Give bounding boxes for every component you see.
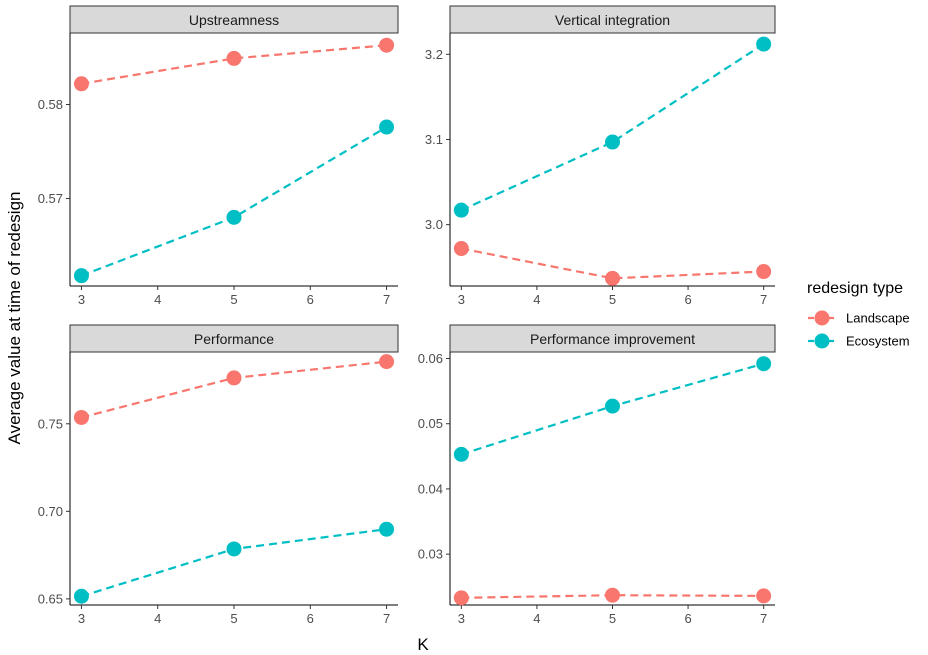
legend: redesign type Landscape Ecosystem — [807, 280, 910, 349]
y-tick-label: 0.05 — [418, 416, 443, 431]
x-tick-label: 4 — [533, 611, 540, 626]
data-point-landscape — [453, 241, 469, 257]
panel-title: Performance — [194, 331, 274, 347]
y-axis-label: Average value at time of redesign — [5, 192, 24, 445]
data-point-landscape — [226, 370, 242, 386]
panel-strip — [69, 5, 399, 34]
y-tick-label: 0.58 — [38, 97, 63, 112]
x-tick-label: 4 — [154, 611, 161, 626]
panel-2: Vertical integration 3.0 3.1 3.2 3 4 5 6 7 — [425, 5, 776, 307]
y-tick-label: 0.70 — [38, 504, 63, 519]
panel-title: Upstreamness — [189, 12, 279, 28]
y-tick-label: 3.1 — [425, 132, 443, 147]
x-tick-label: 4 — [533, 292, 540, 307]
data-point-ecosystem — [226, 209, 242, 225]
data-point-landscape — [73, 409, 89, 425]
x-tick-label: 6 — [307, 292, 314, 307]
x-axis-label: K — [417, 635, 429, 654]
data-point-landscape — [756, 588, 772, 604]
panel-strip — [69, 324, 399, 353]
y-tick-label: 0.03 — [418, 547, 443, 562]
legend-entry-label: Landscape — [846, 311, 910, 326]
data-point-landscape — [453, 590, 469, 606]
x-tick-label: 3 — [78, 292, 85, 307]
series-line-landscape — [461, 247, 764, 280]
panel-strip — [449, 324, 776, 353]
y-tick-label: 0.06 — [418, 351, 443, 366]
data-point-ecosystem — [73, 268, 89, 284]
series-line-landscape — [81, 360, 387, 419]
y-tick-label: 0.65 — [38, 591, 63, 606]
series-line-ecosystem — [460, 43, 765, 212]
x-tick-label: 7 — [383, 611, 390, 626]
y-tick-label: 0.04 — [418, 481, 443, 496]
data-point-landscape — [605, 270, 620, 286]
x-tick-label: 3 — [458, 292, 465, 307]
data-point-ecosystem — [226, 541, 242, 557]
data-point-ecosystem — [756, 36, 772, 52]
panel-strip — [449, 5, 776, 34]
panel-3: Performance 0.65 0.70 0.75 3 4 5 6 7 — [38, 324, 399, 626]
data-point-ecosystem — [379, 119, 395, 135]
data-point-landscape — [605, 587, 620, 603]
data-point-ecosystem — [605, 398, 620, 414]
data-point-landscape — [379, 354, 395, 370]
legend-key-point — [814, 333, 830, 349]
x-tick-label: 7 — [383, 292, 390, 307]
series-line-landscape — [461, 594, 764, 599]
x-tick-label: 7 — [760, 292, 767, 307]
x-tick-label: 5 — [609, 611, 616, 626]
x-tick-label: 3 — [78, 611, 85, 626]
data-point-ecosystem — [756, 356, 772, 372]
data-point-ecosystem — [605, 134, 620, 150]
x-tick-label: 5 — [230, 611, 237, 626]
x-tick-label: 6 — [684, 292, 691, 307]
data-point-landscape — [73, 76, 89, 92]
x-tick-label: 5 — [230, 292, 237, 307]
panel-title: Vertical integration — [555, 12, 670, 28]
y-tick-label: 3.0 — [425, 217, 443, 232]
data-point-ecosystem — [453, 446, 469, 462]
data-point-ecosystem — [379, 521, 395, 537]
x-tick-label: 5 — [609, 292, 616, 307]
series-line-ecosystem — [81, 126, 388, 277]
y-tick-label: 0.75 — [38, 416, 63, 431]
data-point-landscape — [756, 264, 772, 280]
legend-entry-label: Ecosystem — [846, 334, 910, 349]
y-tick-label: 3.2 — [425, 47, 443, 62]
x-tick-label: 7 — [760, 611, 767, 626]
legend-key-point — [814, 310, 830, 326]
x-tick-label: 6 — [307, 611, 314, 626]
panel-4: Performance improvement 0.03 0.04 0.05 0.06 3… — [418, 324, 776, 626]
x-tick-label: 4 — [154, 292, 161, 307]
series-line-ecosystem — [81, 528, 387, 598]
x-tick-label: 3 — [458, 611, 465, 626]
legend-title: redesign type — [807, 280, 903, 297]
y-tick-label: 0.57 — [38, 191, 63, 206]
data-point-ecosystem — [73, 588, 89, 604]
data-point-ecosystem — [453, 202, 469, 218]
data-point-landscape — [379, 37, 395, 53]
x-tick-label: 6 — [684, 611, 691, 626]
data-point-landscape — [226, 50, 242, 66]
panel-1: Upstreamness 0.57 0.58 3 4 5 6 7 — [38, 5, 399, 307]
panel-title: Performance improvement — [530, 331, 695, 347]
